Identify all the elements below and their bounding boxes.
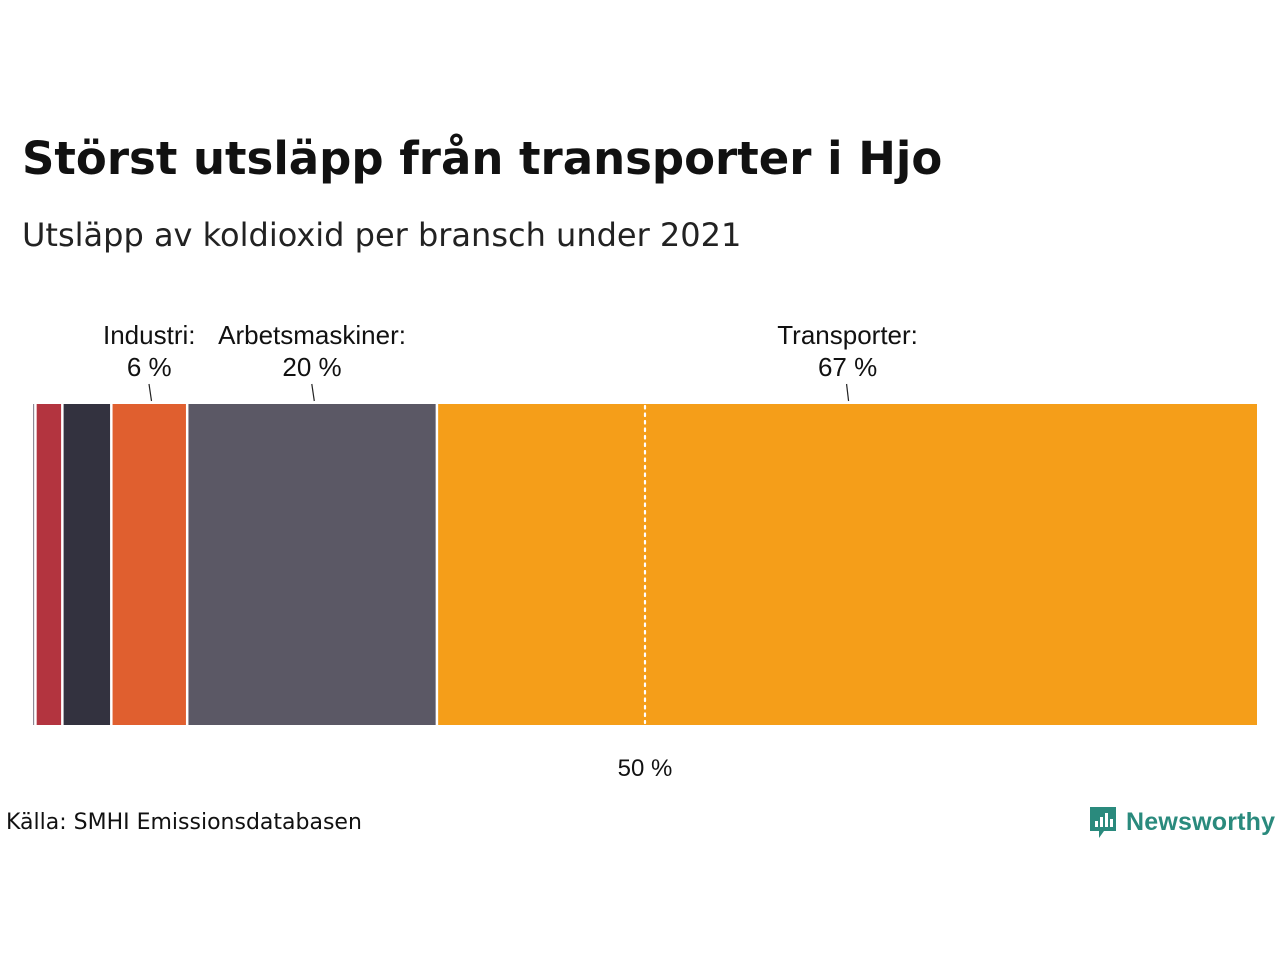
segment-labels: Industri:6 % Arbetsmaskiner:20 % Transport… (103, 320, 918, 402)
bar-segment-arbetsmaskiner (188, 404, 436, 725)
brand-name: Newsworthy (1126, 807, 1276, 836)
segment-leader-line-arbetsmaskiner (311, 383, 315, 402)
segment-leader-line-industri (148, 383, 153, 402)
segment-label-transporter: Transporter: (777, 320, 918, 350)
bar-segments (33, 404, 1257, 725)
bar-segment-industri (112, 404, 186, 725)
segment-value-label-arbetsmaskiner: 20 % (282, 352, 341, 382)
segment-leader-line-transporter (845, 383, 850, 402)
bar-segment-unnamed-1 (36, 404, 62, 725)
chart-subtitle: Utsläpp av koldioxid per bransch under 2… (22, 216, 742, 254)
segment-label-arbetsmaskiner: Arbetsmaskiner: (218, 320, 406, 350)
chart-title: Störst utsläpp från transporter i Hjo (22, 132, 943, 185)
bar-segment-unnamed-2 (63, 404, 111, 725)
reference-line-label: 50 % (618, 755, 673, 782)
brand-logo: Newsworthy (1088, 804, 1275, 840)
bar-segment-unnamed-0 (33, 404, 35, 725)
stacked-bar-chart: Industri:6 % Arbetsmaskiner:20 % Transport… (33, 320, 1257, 782)
source-note: Källa: SMHI Emissionsdatabasen (6, 810, 362, 835)
newsworthy-logo-icon (1090, 807, 1116, 838)
bar-segment-transporter (438, 404, 1257, 725)
segment-value-label-transporter: 67 % (818, 352, 877, 382)
segment-value-label-industri: 6 % (127, 352, 172, 382)
reference-line-group: 50 % (618, 404, 673, 782)
segment-label-industri: Industri: (103, 320, 196, 350)
